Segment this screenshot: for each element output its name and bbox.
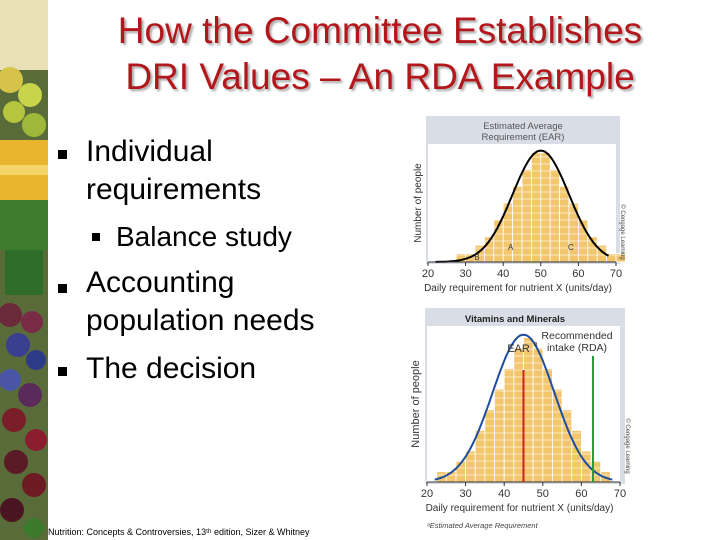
x-tick-label: 40 — [497, 268, 509, 280]
histogram-bar — [484, 409, 495, 483]
bullet-text-line: population needs — [86, 304, 315, 337]
x-tick-label: 50 — [537, 488, 549, 500]
chart-title-line: Requirement (EAR) — [482, 132, 565, 143]
x-tick-label: 20 — [422, 268, 434, 280]
ear-superscript: a — [534, 341, 538, 348]
x-tick-label: 70 — [614, 488, 626, 500]
marker-label-b: B — [474, 253, 479, 262]
bullet-text-line: requirements — [86, 173, 262, 206]
x-tick-label: 60 — [572, 268, 584, 280]
histogram-bar — [531, 152, 542, 263]
normal-distribution-curve — [435, 149, 609, 263]
bullet-the-decision: The decision — [86, 352, 257, 385]
marker-label-c: C — [568, 243, 574, 252]
histogram-bar — [615, 253, 626, 263]
x-tick-label: 50 — [535, 268, 547, 280]
histogram-bar — [523, 337, 534, 483]
y-axis-label: Number of people — [413, 163, 424, 243]
credit-label: © Cengage Learning — [619, 204, 626, 259]
histogram-bar — [503, 368, 515, 483]
bullet-text-line: Accounting — [86, 266, 235, 299]
x-tick-label: 40 — [498, 488, 510, 500]
footer-citation: Nutrition: Concepts & Controversies, 13ᵗ… — [48, 527, 310, 537]
bullet-marker — [58, 284, 67, 293]
rda-label-line-2: intake (RDA) — [547, 342, 607, 354]
bullet-marker — [58, 367, 67, 376]
x-tick-label: 30 — [459, 268, 471, 280]
y-axis-label: Number of people — [410, 360, 422, 447]
bullet-text-line: Individual — [86, 135, 213, 168]
x-tick-label: 60 — [575, 488, 587, 500]
bullet-marker — [58, 150, 67, 159]
x-tick-label: 20 — [421, 488, 433, 500]
chart-footnote: ᵃEstimated Average Requirement — [427, 521, 539, 530]
marker-label-a: A — [508, 243, 514, 252]
histogram-bar — [571, 430, 582, 483]
normal-distribution-curve — [434, 333, 613, 481]
ear-label: EAR — [507, 343, 530, 355]
rda-label-line-1: Recommended — [541, 330, 612, 342]
produce-image-strip — [0, 0, 48, 540]
credit-label: © Cengage Learning — [624, 418, 631, 473]
histogram-bar — [532, 347, 544, 483]
ear-distribution-chart: 20 30 40 50 60 70 Daily requirement for nutrie… — [413, 116, 626, 294]
sub-bullet-marker — [92, 233, 100, 241]
chart-header: Vitamins and Minerals — [465, 314, 565, 325]
histogram-bar — [474, 430, 486, 483]
histogram-bar — [540, 152, 551, 263]
title-line-1: How the Committee Establishes — [117, 10, 643, 51]
x-axis-label: Daily requirement for nutrient X (units/… — [426, 503, 614, 514]
histogram-bar — [512, 185, 523, 263]
bullet-individual-requirements: Individual requirements — [86, 133, 261, 209]
slide-title: How the Committee Establishes DRI Values… — [60, 8, 700, 100]
title-line-2: DRI Values – An RDA Example — [125, 56, 635, 97]
histogram-bar — [513, 347, 524, 483]
sub-bullet-balance-study: Balance study — [116, 221, 292, 252]
bullet-accounting-population-needs: Accounting population needs — [86, 264, 315, 340]
chart-title-line: Estimated Average — [483, 121, 563, 132]
x-tick-label: 30 — [459, 488, 471, 500]
x-axis-label: Daily requirement for nutrient X (units/… — [424, 283, 612, 294]
x-tick-label: 70 — [610, 268, 622, 280]
